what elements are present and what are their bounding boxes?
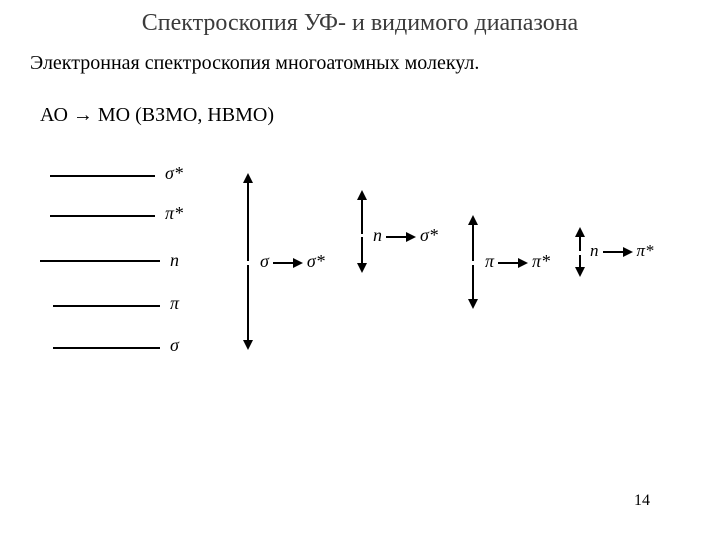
- transition-from: π: [485, 251, 494, 271]
- energy-level-label: π: [170, 293, 179, 314]
- arrow-up-icon: [572, 227, 588, 251]
- energy-level-line: [40, 260, 160, 262]
- arrow-right-icon: [386, 230, 416, 244]
- arrow-right-icon: [273, 256, 303, 270]
- energy-level-label: σ: [170, 335, 179, 356]
- arrow-down-icon: [465, 265, 481, 309]
- energy-level-line: [50, 175, 155, 177]
- orbital-line: АО → МО (ВЗМО, НВМО): [40, 104, 274, 127]
- arrow-up-icon: [354, 190, 370, 234]
- transition-from: σ: [260, 251, 269, 271]
- transition-to: π*: [532, 251, 550, 271]
- transition-to: π*: [637, 241, 654, 260]
- energy-level-label: π*: [165, 203, 183, 224]
- transition-from: n: [590, 241, 599, 260]
- transition-to: σ*: [420, 225, 438, 245]
- energy-level-line: [50, 215, 155, 217]
- arrow-down-icon: [354, 237, 370, 273]
- slide-title: Спектроскопия УФ- и видимого диапазона: [0, 10, 720, 37]
- energy-diagram: σ*π*nπσσσ*nσ*ππ*nπ*: [50, 165, 690, 425]
- transition-to: σ*: [307, 251, 325, 271]
- arrow-up-icon: [240, 173, 256, 261]
- page-number: 14: [634, 492, 650, 510]
- arrow-up-icon: [465, 215, 481, 261]
- transition-from: n: [373, 225, 382, 245]
- slide-subtitle: Электронная спектроскопия многоатомных м…: [30, 52, 479, 75]
- energy-level-label: σ*: [165, 163, 183, 184]
- arrow-down-icon: [572, 255, 588, 277]
- arrow-right-icon: [498, 256, 528, 270]
- arrow-right-icon: [603, 245, 633, 259]
- energy-level-line: [53, 347, 160, 349]
- energy-level-label: n: [170, 250, 179, 271]
- arrow-down-icon: [240, 265, 256, 350]
- energy-level-line: [53, 305, 160, 307]
